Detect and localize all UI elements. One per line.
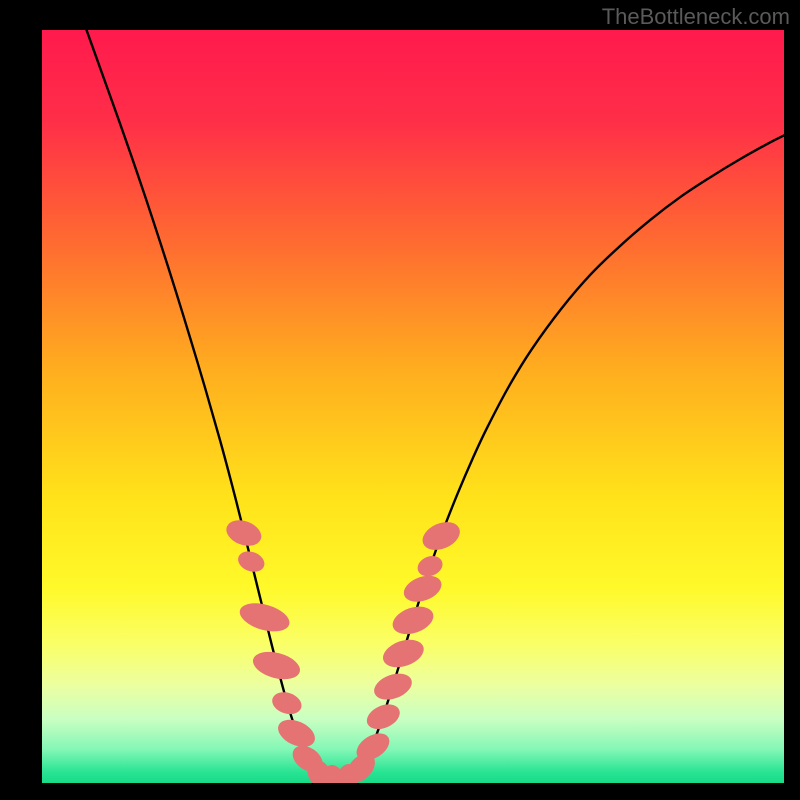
chart-svg [42,30,784,783]
chart-background [42,30,784,783]
watermark-text: TheBottleneck.com [602,4,790,30]
chart-plot-area [42,30,784,783]
